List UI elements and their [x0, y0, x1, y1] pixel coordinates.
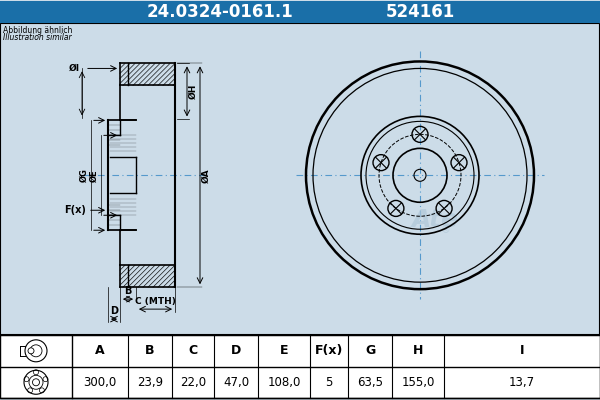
Bar — [0, 335, 600, 398]
Text: G: G — [365, 344, 375, 357]
Text: 5: 5 — [325, 376, 332, 389]
Text: B: B — [124, 286, 131, 296]
Bar — [0, 22, 599, 335]
Text: ØI: ØI — [69, 64, 80, 73]
Text: B: B — [145, 344, 155, 357]
Text: C: C — [188, 344, 197, 357]
Text: ØH: ØH — [189, 84, 198, 99]
Text: 524161: 524161 — [385, 2, 455, 20]
Text: 47,0: 47,0 — [223, 376, 249, 389]
Text: F(x): F(x) — [315, 344, 343, 357]
Text: 24.0324-0161.1: 24.0324-0161.1 — [146, 2, 293, 20]
Text: ØG: ØG — [80, 168, 89, 182]
Text: 108,0: 108,0 — [268, 376, 301, 389]
Text: 63,5: 63,5 — [357, 376, 383, 389]
Text: ®: ® — [440, 225, 450, 235]
Text: I: I — [520, 344, 524, 357]
Text: 155,0: 155,0 — [401, 376, 434, 389]
Bar — [0, 0, 600, 22]
Text: ØA: ØA — [202, 168, 211, 183]
Text: D: D — [110, 306, 118, 316]
Text: F(x): F(x) — [64, 205, 86, 215]
Text: E: E — [280, 344, 288, 357]
Text: C (MTH): C (MTH) — [135, 297, 176, 306]
Text: Abbildung ähnlich: Abbildung ähnlich — [3, 26, 73, 36]
Text: 23,9: 23,9 — [137, 376, 163, 389]
Text: Ate: Ate — [412, 208, 458, 232]
Text: D: D — [231, 344, 241, 357]
Text: A: A — [95, 344, 105, 357]
Text: 22,0: 22,0 — [180, 376, 206, 389]
Text: 300,0: 300,0 — [83, 376, 116, 389]
Text: 13,7: 13,7 — [509, 376, 535, 389]
Text: Illustration similar: Illustration similar — [3, 34, 71, 42]
Circle shape — [28, 348, 34, 354]
Text: ØE: ØE — [90, 169, 99, 182]
Text: H: H — [413, 344, 423, 357]
